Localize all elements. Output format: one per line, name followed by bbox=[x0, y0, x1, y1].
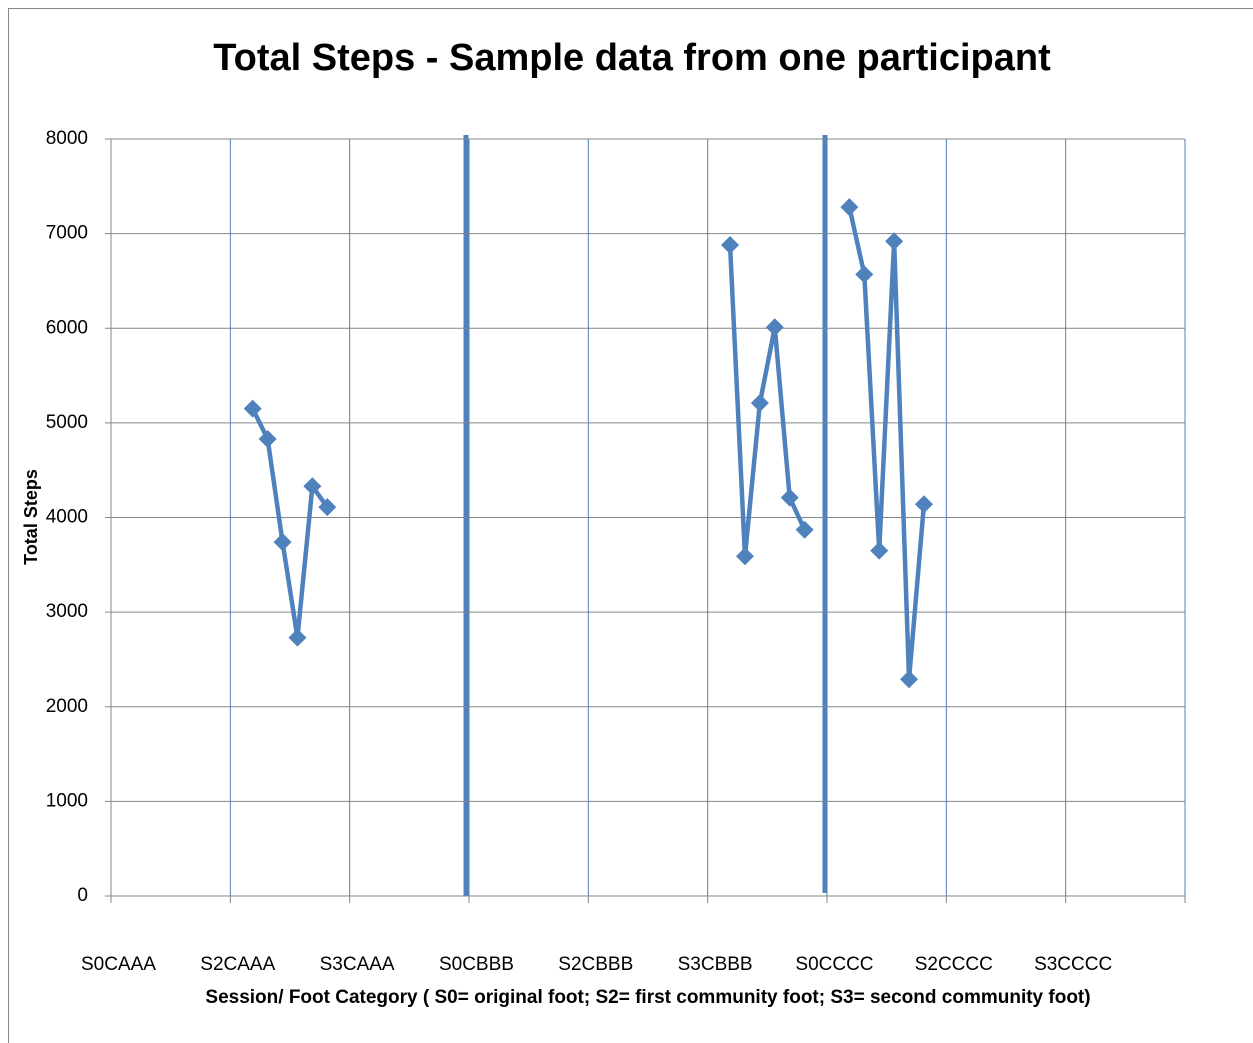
y-tick-label: 2000 bbox=[46, 696, 88, 717]
marker bbox=[855, 265, 874, 284]
x-axis-label: Session/ Foot Category ( S0= original fo… bbox=[205, 987, 1091, 1008]
marker bbox=[870, 541, 889, 560]
marker bbox=[900, 670, 919, 689]
marker bbox=[914, 495, 933, 514]
marker bbox=[303, 477, 322, 496]
marker bbox=[780, 488, 799, 507]
marker bbox=[735, 547, 754, 566]
marker bbox=[273, 533, 292, 552]
y-tick-label: 3000 bbox=[46, 601, 88, 622]
marker bbox=[288, 628, 307, 647]
marker bbox=[318, 498, 337, 517]
x-tick-label: S0CAAA bbox=[81, 954, 156, 975]
y-tick-label: 7000 bbox=[46, 223, 88, 244]
y-tick-label: 6000 bbox=[46, 317, 88, 338]
chart-title: Total Steps - Sample data from one parti… bbox=[213, 37, 1051, 79]
marker bbox=[795, 520, 814, 539]
x-tick-label: S3CBBB bbox=[678, 954, 753, 975]
x-tick-label: S0CBBB bbox=[439, 954, 514, 975]
marker bbox=[258, 429, 277, 448]
y-tick-label: 4000 bbox=[46, 507, 88, 528]
y-tick-label: 8000 bbox=[46, 128, 88, 149]
marker bbox=[885, 232, 904, 251]
y-tick-label: 0 bbox=[77, 885, 88, 906]
x-tick-label: S2CBBB bbox=[558, 954, 633, 975]
marker bbox=[750, 394, 769, 413]
marker bbox=[243, 399, 262, 418]
marker bbox=[721, 235, 740, 254]
x-tick-label: S2CCCC bbox=[915, 954, 993, 975]
x-tick-label: S2CAAA bbox=[200, 954, 275, 975]
marker bbox=[840, 198, 859, 217]
y-tick-label: 5000 bbox=[46, 412, 88, 433]
x-tick-label: S3CAAA bbox=[320, 954, 395, 975]
y-axis-label: Total Steps bbox=[21, 469, 41, 565]
y-tick-label: 1000 bbox=[46, 790, 88, 811]
x-tick-label: S0CCCC bbox=[795, 954, 873, 975]
x-tick-label: S3CCCC bbox=[1034, 954, 1112, 975]
marker bbox=[765, 318, 784, 337]
frame bbox=[8, 8, 1253, 1043]
